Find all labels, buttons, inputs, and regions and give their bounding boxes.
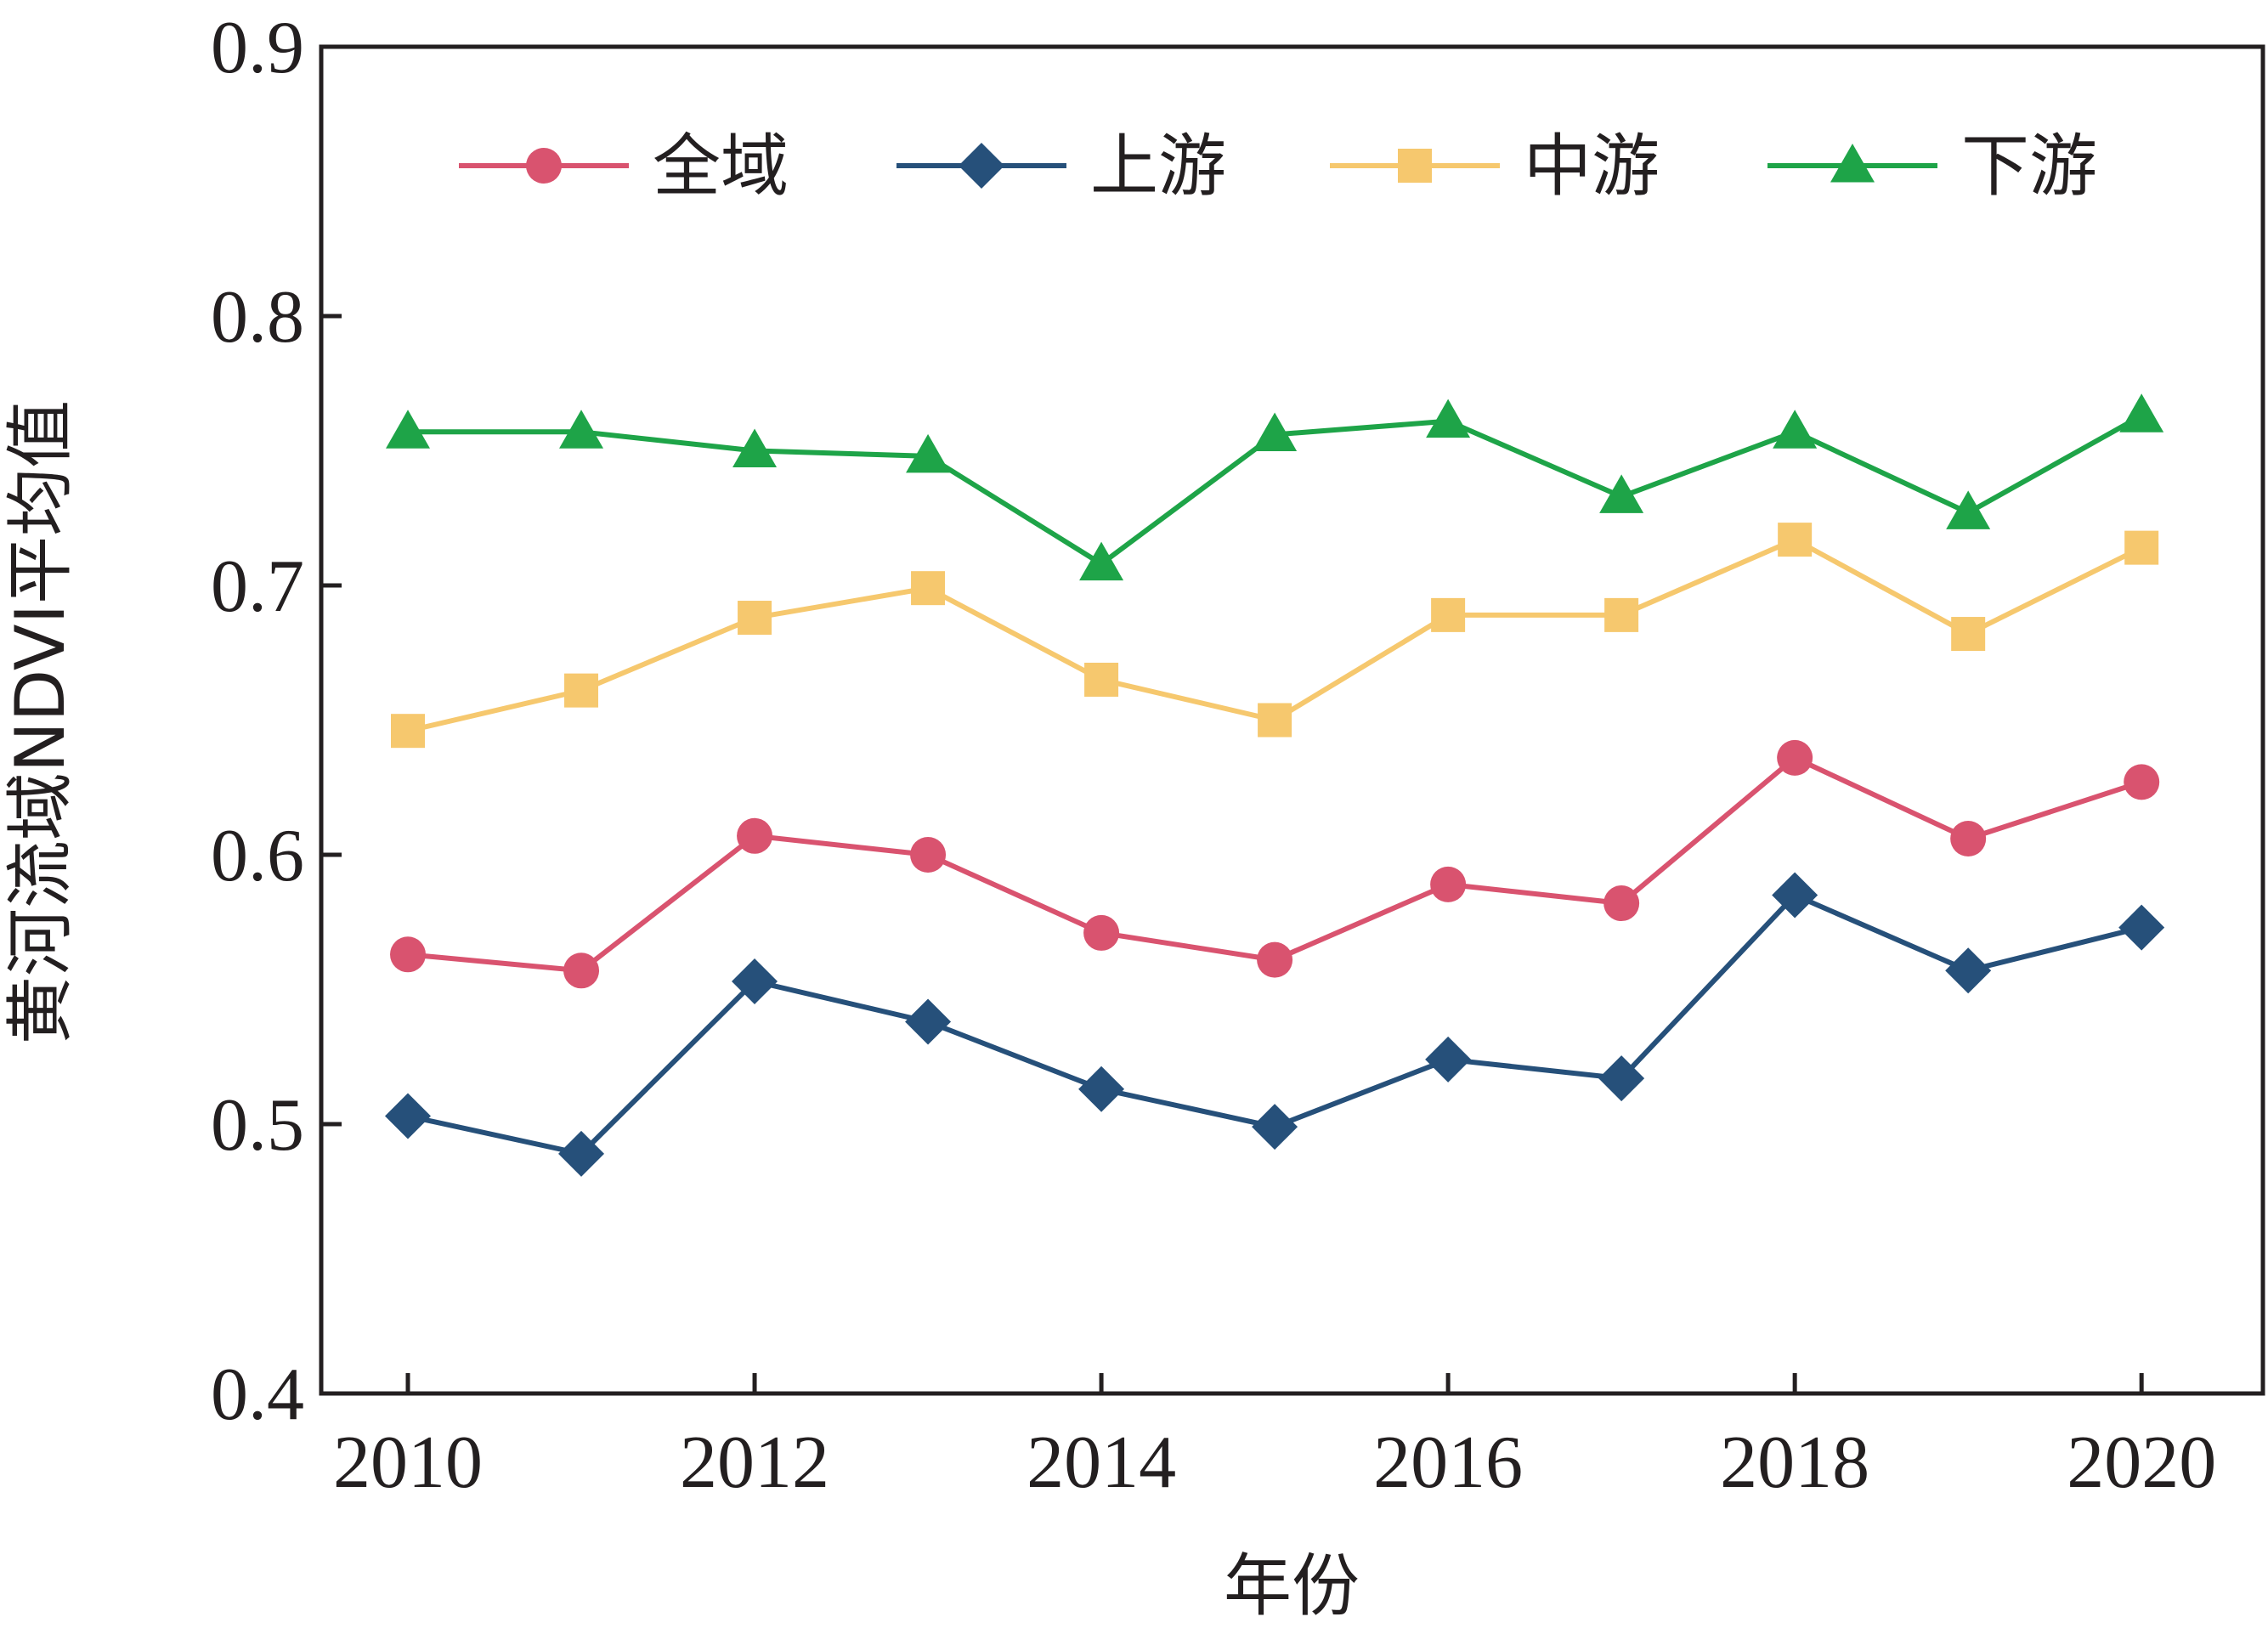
data-point bbox=[1257, 941, 1293, 978]
legend-label: 全域 bbox=[653, 127, 789, 206]
x-tick-label: 2012 bbox=[680, 1422, 829, 1504]
data-point bbox=[905, 998, 952, 1045]
data-point bbox=[1084, 662, 1119, 697]
series-3 bbox=[386, 393, 2164, 581]
data-point bbox=[1773, 410, 1818, 449]
data-point bbox=[386, 410, 431, 449]
data-point bbox=[1079, 541, 1124, 581]
data-point bbox=[564, 673, 599, 708]
data-point bbox=[2118, 904, 2165, 951]
legend-label: 上游 bbox=[1090, 127, 1226, 206]
y-tick-label: 0.6 bbox=[211, 815, 304, 897]
data-point bbox=[1426, 399, 1471, 438]
y-tick-label: 0.4 bbox=[211, 1354, 304, 1436]
series-line bbox=[407, 537, 2143, 734]
legend-item: 全域 bbox=[459, 127, 789, 206]
data-point bbox=[1083, 914, 1120, 951]
legend-label: 中游 bbox=[1524, 127, 1660, 206]
data-point bbox=[1945, 947, 1992, 994]
data-point bbox=[1253, 412, 1298, 451]
data-point bbox=[1777, 739, 1813, 776]
data-point bbox=[563, 952, 600, 989]
y-axis-title: 黄河流域NDVI平均值 bbox=[1, 400, 80, 1044]
legend-marker bbox=[526, 148, 562, 184]
y-tick-label: 0.5 bbox=[211, 1084, 304, 1167]
data-point bbox=[1604, 597, 1639, 632]
data-point bbox=[1430, 866, 1467, 902]
data-point bbox=[1258, 703, 1292, 738]
data-point bbox=[737, 817, 773, 854]
data-point bbox=[1599, 474, 1644, 513]
data-point bbox=[385, 1093, 432, 1139]
data-point bbox=[559, 410, 604, 449]
legend-marker bbox=[1830, 144, 1875, 183]
data-point bbox=[1078, 1066, 1125, 1112]
legend-marker bbox=[959, 143, 1004, 189]
data-point bbox=[910, 837, 947, 873]
x-axis-title: 年份 bbox=[1224, 1546, 1360, 1625]
series-2 bbox=[391, 523, 2159, 749]
data-point bbox=[390, 936, 427, 973]
data-point bbox=[1951, 617, 1986, 652]
data-point bbox=[391, 714, 426, 749]
data-point bbox=[1950, 820, 1987, 856]
data-point bbox=[732, 428, 778, 467]
data-point bbox=[732, 958, 778, 1004]
y-tick-label: 0.7 bbox=[211, 545, 304, 628]
data-point bbox=[1252, 1104, 1298, 1150]
data-point bbox=[2124, 530, 2159, 565]
data-point bbox=[1778, 523, 1813, 557]
series-0 bbox=[390, 739, 2160, 989]
x-tick-label: 2010 bbox=[333, 1422, 483, 1504]
data-point bbox=[906, 433, 951, 473]
legend-item: 中游 bbox=[1330, 127, 1660, 206]
x-tick-label: 2014 bbox=[1027, 1422, 1176, 1504]
data-point bbox=[2124, 764, 2160, 800]
data-point bbox=[1772, 872, 1818, 919]
plot-frame bbox=[319, 44, 2265, 1396]
data-point bbox=[911, 571, 946, 606]
x-tick-label: 2016 bbox=[1373, 1422, 1523, 1504]
data-point bbox=[738, 601, 772, 636]
data-point bbox=[1425, 1036, 1472, 1083]
legend-label: 下游 bbox=[1961, 127, 2097, 206]
data-point bbox=[1598, 1055, 1645, 1102]
data-point bbox=[1603, 885, 1640, 922]
series-1 bbox=[385, 872, 2165, 1177]
data-point bbox=[1946, 490, 1991, 529]
legend-item: 下游 bbox=[1767, 127, 2097, 206]
x-tick-label: 2018 bbox=[1720, 1422, 1869, 1504]
y-tick-label: 0.9 bbox=[211, 7, 304, 89]
data-point bbox=[1431, 597, 1466, 632]
legend-item: 上游 bbox=[896, 127, 1226, 206]
series-line bbox=[407, 755, 2143, 974]
data-point bbox=[2119, 393, 2164, 432]
x-tick-label: 2020 bbox=[2067, 1422, 2216, 1504]
data-point bbox=[558, 1130, 605, 1177]
legend-marker bbox=[1398, 149, 1432, 183]
y-tick-label: 0.8 bbox=[211, 276, 304, 359]
